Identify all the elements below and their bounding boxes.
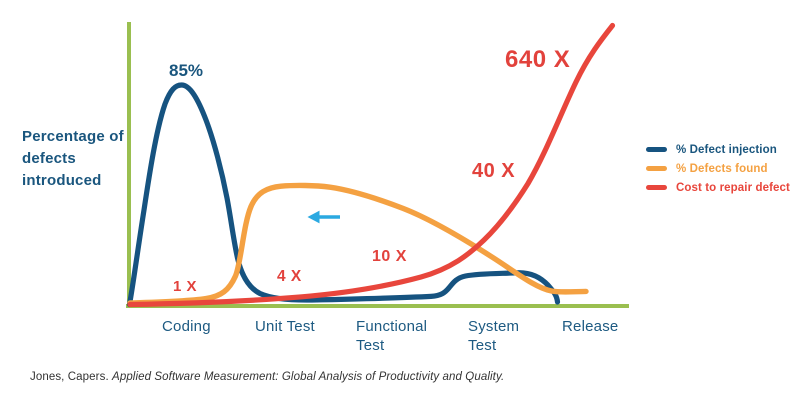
legend-label: % Defect injection bbox=[676, 143, 777, 156]
cost-10x-annotation: 10 X bbox=[372, 248, 407, 265]
cost-to-repair-curve bbox=[127, 22, 616, 308]
phase-label-unit-test: Unit Test bbox=[255, 318, 315, 335]
cost-640x-annotation: 640 X bbox=[505, 46, 571, 73]
defects-found-curve bbox=[127, 182, 589, 306]
legend: % Defect injection % Defects found Cost … bbox=[646, 140, 790, 197]
defects-found-swatch-icon bbox=[646, 166, 667, 171]
y-axis-label: Percentage of defects introduced bbox=[22, 128, 124, 189]
citation-book-title: Applied Software Measurement: Global Ana… bbox=[112, 371, 505, 383]
legend-item-defect-injection: % Defect injection bbox=[646, 140, 790, 159]
legend-item-defects-found: % Defects found bbox=[646, 159, 790, 178]
cost-40x-annotation: 40 X bbox=[472, 160, 516, 182]
citation-author: Jones, Capers. bbox=[30, 371, 113, 383]
left-arrow-icon bbox=[307, 210, 340, 224]
phase-label-system-test: System Test bbox=[468, 318, 520, 354]
legend-label: % Defects found bbox=[676, 162, 768, 175]
defect-peak-annotation: 85% bbox=[169, 61, 204, 80]
phase-label-coding: Coding bbox=[162, 318, 211, 335]
legend-item-cost-to-repair: Cost to repair defect bbox=[646, 178, 790, 197]
defect-injection-swatch-icon bbox=[646, 147, 667, 152]
legend-label: Cost to repair defect bbox=[676, 181, 790, 194]
phase-label-functional-test: Functional Test bbox=[356, 318, 428, 354]
cost-4x-annotation: 4 X bbox=[277, 268, 302, 285]
cost-to-repair-swatch-icon bbox=[646, 185, 667, 190]
phase-label-release: Release bbox=[562, 318, 619, 335]
source-citation: Jones, Capers. Applied Software Measurem… bbox=[30, 371, 504, 383]
defect-injection-curve bbox=[126, 82, 561, 308]
cost-1x-annotation: 1 X bbox=[173, 278, 198, 295]
